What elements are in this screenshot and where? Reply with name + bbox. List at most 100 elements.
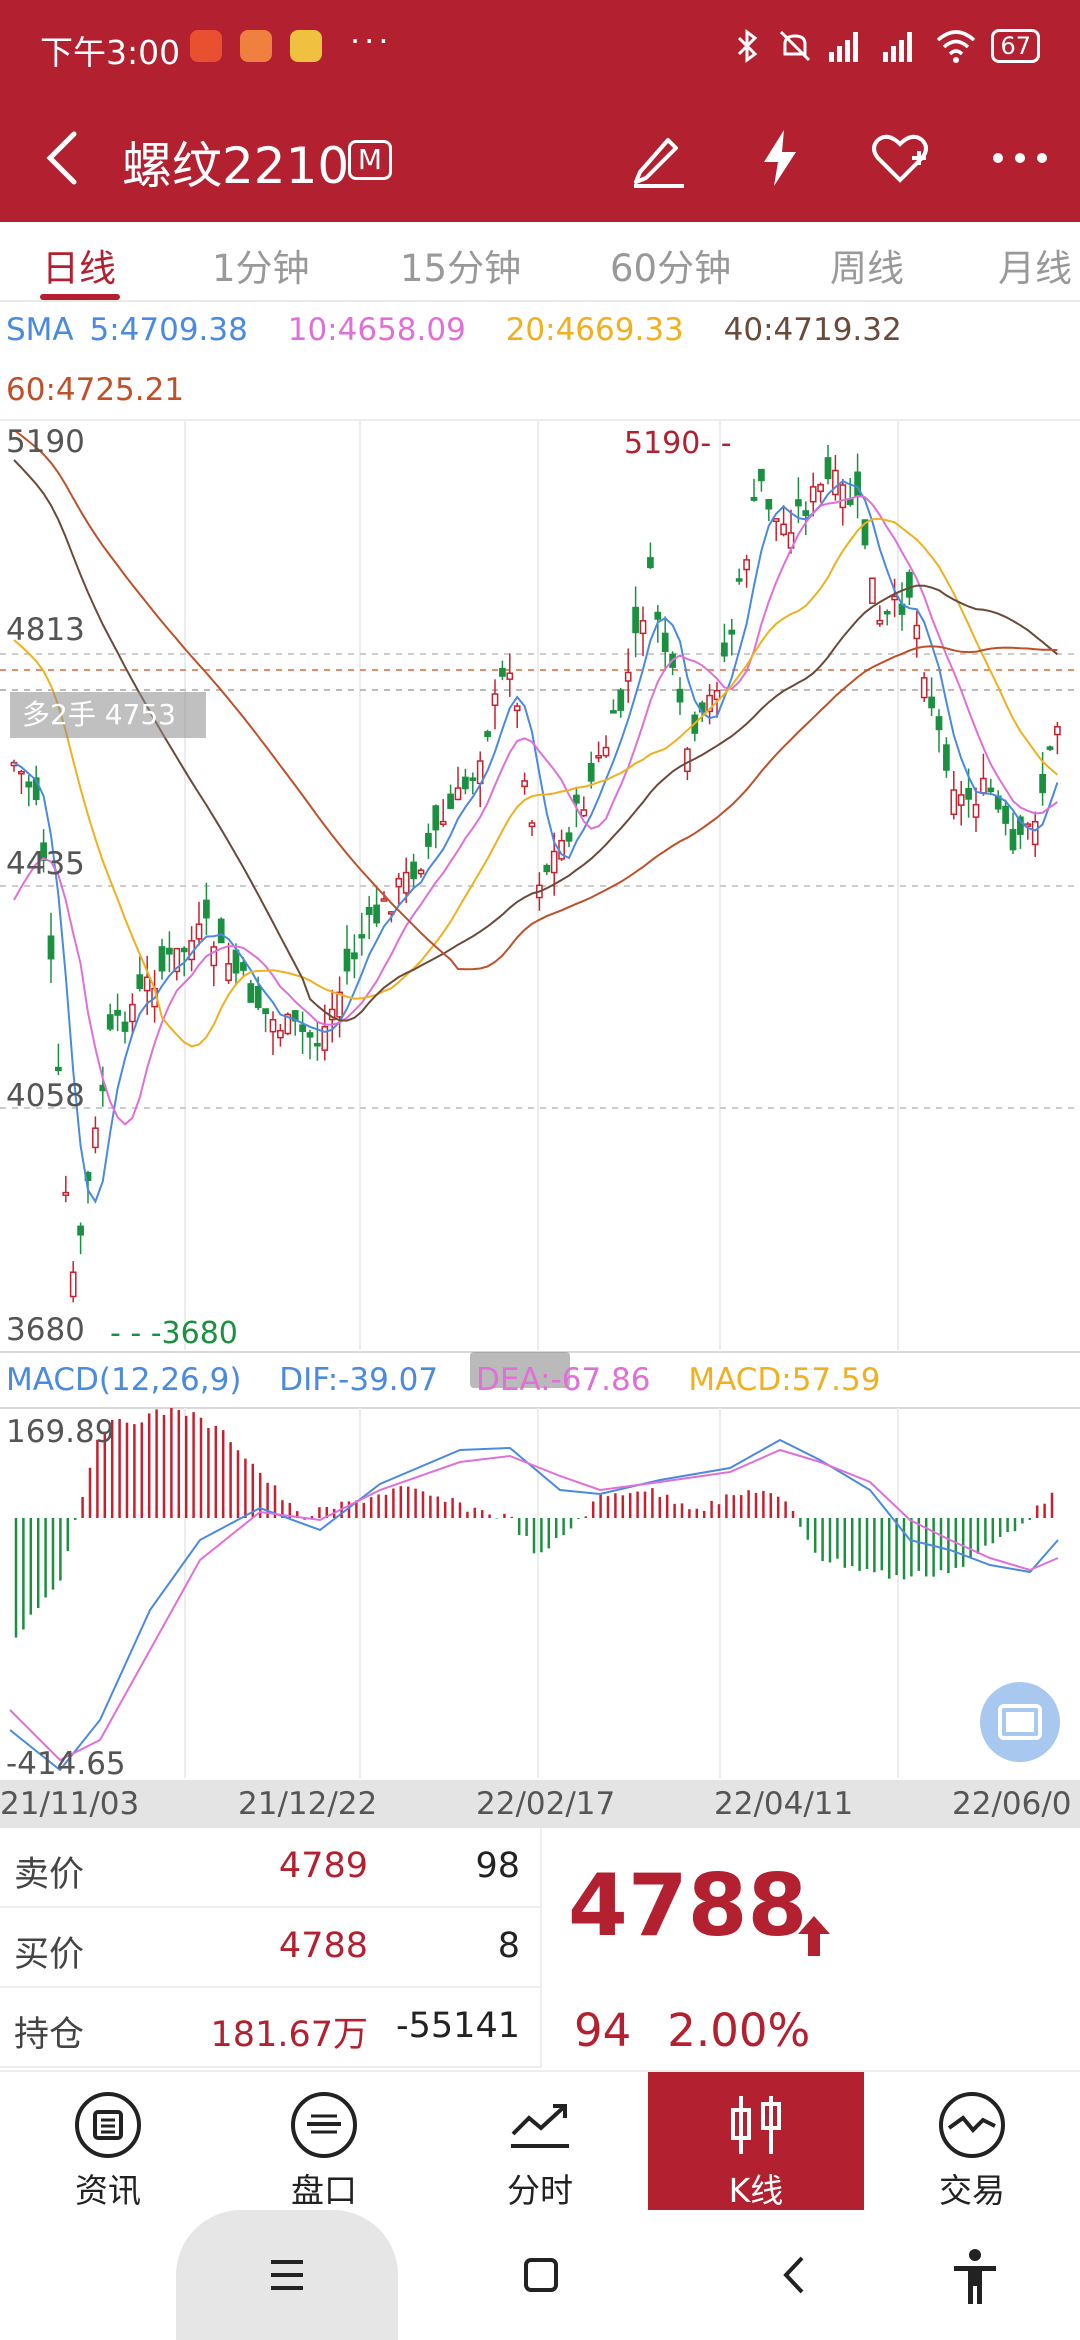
candle-body [32,777,40,801]
drag-handle[interactable] [470,1352,570,1388]
candle-body [639,620,647,635]
position-indicator[interactable]: 多2手 4753 [10,692,206,738]
orderbook-icon [291,2092,357,2158]
candle-body [114,1009,121,1016]
candle-body [402,871,410,894]
favorite-heart-icon[interactable] [868,126,932,190]
sma-legend: SMA 5:4709.38 10:4658.09 20:4669.33 40:4… [6,312,902,348]
candlestick-series [10,444,1061,1303]
candle-body [713,689,721,701]
health-notification-icon [240,30,272,62]
nav-orderbook-label: 盘口 [291,2171,357,2210]
home-icon[interactable] [522,2256,560,2294]
candle-body [351,952,358,960]
nav-trade[interactable]: 交易 [864,2072,1080,2212]
candle-body [721,642,728,657]
candle-body [380,898,388,902]
menu-key[interactable] [176,2210,398,2340]
candle-body [439,820,447,825]
candle-body [676,688,684,703]
candle-body [972,803,980,818]
moving-average-lines [13,429,1059,1204]
candle-body [1054,726,1061,736]
candle-body [987,787,995,793]
nav-news[interactable]: 资讯 [0,2072,216,2212]
y-label-4: 4058 [6,1078,85,1114]
candle-body [632,606,639,634]
more-notifications-icon: ··· [350,22,393,60]
y-label-2: 4813 [6,612,85,648]
nav-orderbook[interactable]: 盘口 [216,2072,432,2212]
bid-row[interactable]: 买价 4788 8 [0,1908,540,1988]
sma-20: 20:4669.33 [505,312,684,348]
macd-lines [9,1438,1059,1772]
candle-body [965,787,972,800]
nav-news-label: 资讯 [75,2171,141,2210]
price-change: 94 2.00% [574,2004,846,2057]
candle-body [528,822,536,828]
candle-body [565,832,573,842]
candle-body [417,869,425,875]
candle-body [240,962,247,971]
candle-body [617,689,625,711]
status-icons: 67 [733,26,1040,66]
candle-body [809,486,817,503]
accessibility-icon[interactable] [950,2248,1000,2306]
candle-body [943,744,950,771]
candle-body [166,947,173,955]
open-interest-row[interactable]: 持仓 181.67万 -55141 [0,1988,540,2068]
candle-body [425,832,432,847]
main-contract-badge: M [348,140,392,180]
candle-body [262,1008,269,1014]
candle-body [395,878,403,888]
app-notification-icon [190,30,222,62]
open-interest-value: 181.67万 [210,2015,368,2055]
candle-body [957,794,965,806]
ask-label: 卖价 [14,1855,85,1895]
fullscreen-icon [998,1704,1042,1740]
candle-body [1039,773,1046,794]
candle-body [18,770,25,775]
date-label-1: 21/11/03 [0,1786,140,1822]
candle-body [92,1127,99,1149]
tab-60min[interactable]: 60分钟 [610,247,732,290]
back-nav-icon[interactable] [778,2254,812,2296]
open-interest-change: -55141 [396,2006,520,2046]
ask-row[interactable]: 卖价 4789 98 [0,1828,540,1908]
candle-body [728,629,736,635]
candle-body [499,667,506,677]
candle-body [454,787,462,801]
tab-monthly[interactable]: 月线 [998,247,1072,290]
back-icon[interactable] [36,128,96,188]
date-axis: 21/11/03 21/12/22 22/02/17 22/04/11 22/0… [0,1780,1080,1828]
edit-icon[interactable] [626,126,690,190]
tab-daily[interactable]: 日线 [42,247,116,290]
timeshare-chart-icon [511,2104,569,2148]
candle-body [447,793,454,809]
candle-body [25,781,33,788]
sma-5: 5:4709.38 [89,312,248,348]
macd-dif: DIF:-39.07 [279,1362,439,1398]
sma-label: SMA [6,312,74,348]
nav-timeshare[interactable]: 分时 [432,2072,648,2212]
more-icon[interactable] [988,126,1052,190]
change-amount: 94 [574,2004,632,2057]
news-icon [75,2092,141,2158]
nav-kline[interactable]: K线 [648,2072,864,2212]
trade-icon [939,2092,1005,2158]
high-price-marker: 5190- - [624,426,732,461]
lightning-icon[interactable] [748,126,812,190]
candle-body [573,794,580,804]
dif-line [9,1438,1059,1772]
candle-body [173,947,181,973]
candle-body [210,946,218,967]
candle-body [432,805,440,831]
tab-weekly[interactable]: 周线 [830,247,904,290]
candle-body [121,1021,129,1032]
fullscreen-button[interactable] [980,1682,1060,1762]
candle-body [950,789,958,815]
y-label-3: 4435 [6,846,85,882]
kline-chart[interactable] [0,418,1080,1780]
tab-1min[interactable]: 1分钟 [212,247,310,290]
tab-15min[interactable]: 15分钟 [400,247,522,290]
